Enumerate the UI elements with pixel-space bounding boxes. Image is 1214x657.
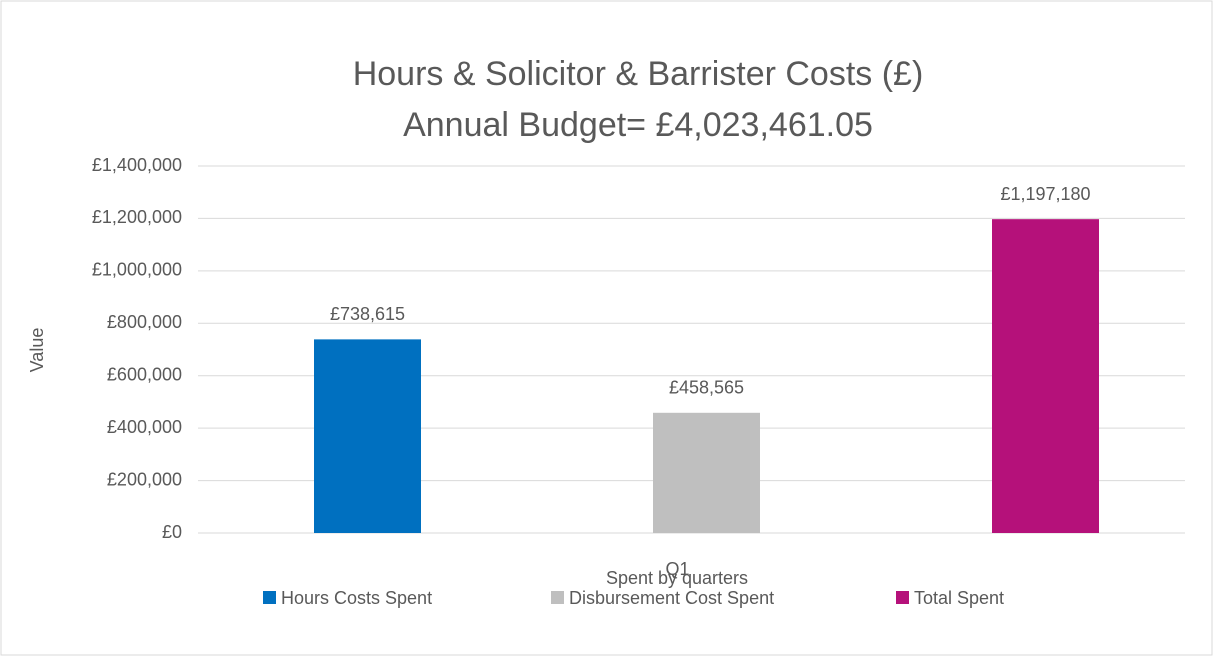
legend-swatch bbox=[263, 591, 276, 604]
legend-label: Disbursement Cost Spent bbox=[569, 588, 774, 608]
y-axis-title: Value bbox=[27, 328, 47, 373]
x-axis-title: Spent by quarters bbox=[606, 568, 748, 588]
chart-title: Hours & Solicitor & Barrister Costs (£) bbox=[353, 55, 924, 93]
y-tick-label: £400,000 bbox=[107, 417, 182, 437]
legend-label: Total Spent bbox=[914, 588, 1004, 608]
legend-swatch bbox=[896, 591, 909, 604]
bar bbox=[992, 219, 1099, 533]
legend-swatch bbox=[551, 591, 564, 604]
data-label: £1,197,180 bbox=[1000, 184, 1090, 204]
y-tick-label: £1,400,000 bbox=[92, 155, 182, 175]
y-tick-label: £0 bbox=[162, 522, 182, 542]
y-tick-label: £200,000 bbox=[107, 469, 182, 489]
x-tick-label: Q1 bbox=[665, 559, 689, 579]
data-label: £458,565 bbox=[669, 378, 744, 398]
bar bbox=[314, 339, 421, 533]
y-tick-label: £800,000 bbox=[107, 312, 182, 332]
y-tick-label: £600,000 bbox=[107, 364, 182, 384]
bar bbox=[653, 412, 760, 533]
y-tick-label: £1,200,000 bbox=[92, 207, 182, 227]
y-tick-label: £1,000,000 bbox=[92, 260, 182, 280]
chart-subtitle: Annual Budget= £4,023,461.05 bbox=[403, 106, 873, 144]
legend-label: Hours Costs Spent bbox=[281, 588, 432, 608]
data-label: £738,615 bbox=[330, 304, 405, 324]
